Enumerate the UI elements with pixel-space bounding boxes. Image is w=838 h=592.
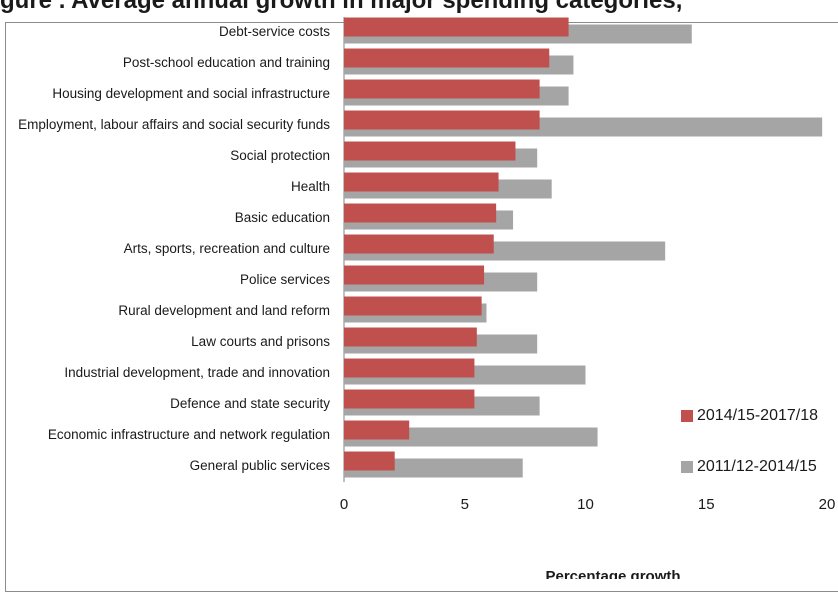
category-label: Defence and state security: [170, 396, 330, 411]
x-tick-label: 20: [819, 496, 836, 513]
x-tick-label: 5: [461, 496, 469, 513]
category-label: Arts, sports, recreation and culture: [124, 241, 330, 256]
bar-9-2014-15-2017-18: [344, 265, 485, 285]
x-tick-label: 15: [698, 496, 715, 513]
x-tick-label: 0: [340, 496, 348, 513]
category-label: Law courts and prisons: [191, 334, 330, 349]
category-label: Debt-service costs: [219, 24, 330, 39]
x-tick-label: 10: [577, 496, 594, 513]
bar-6-2014-15-2017-18: [344, 172, 499, 192]
bar-10-2014-15-2017-18: [344, 296, 482, 316]
category-label: General public services: [190, 458, 331, 473]
bar-8-2014-15-2017-18: [344, 234, 494, 254]
legend-label: 2011/12-2014/15: [697, 458, 817, 475]
legend-swatch: [681, 461, 693, 473]
category-label: Post-school education and training: [123, 55, 330, 70]
bar-14-2014-15-2017-18: [344, 420, 410, 440]
bar-13-2014-15-2017-18: [344, 389, 475, 409]
legend-swatch: [681, 410, 693, 422]
category-label: Economic infrastructure and network regu…: [48, 427, 330, 442]
bar-5-2014-15-2017-18: [344, 141, 516, 161]
category-label: Industrial development, trade and innova…: [64, 365, 330, 380]
category-label: Social protection: [230, 148, 330, 163]
bar-7-2014-15-2017-18: [344, 203, 497, 223]
category-label: Basic education: [235, 210, 330, 225]
bar-1-2014-15-2017-18: [344, 17, 569, 37]
category-label: Police services: [240, 272, 330, 287]
category-label: Rural development and land reform: [118, 303, 330, 318]
bar-15-2014-15-2017-18: [344, 451, 395, 471]
category-label: Housing development and social infrastru…: [52, 86, 330, 101]
bar-chart: Debt-service costs Post-school education …: [18, 17, 836, 579]
bar-11-2014-15-2017-18: [344, 327, 477, 347]
bar-4-2014-15-2017-18: [344, 110, 540, 130]
x-axis-title: Percentage growth: [545, 568, 680, 579]
bar-2-2014-15-2017-18: [344, 48, 550, 68]
category-label: Health: [291, 179, 330, 194]
category-label: Employment, labour affairs and social se…: [18, 117, 330, 132]
bar-3-2014-15-2017-18: [344, 79, 540, 99]
chart-title-fragment: gure . Average annual growth in major sp…: [0, 0, 838, 23]
legend-label: 2014/15-2017/18: [697, 407, 818, 424]
bar-12-2014-15-2017-18: [344, 358, 475, 378]
chart-title-first: g: [0, 0, 15, 14]
chart-title-rest: ure . Average annual growth in major spe…: [14, 0, 683, 14]
